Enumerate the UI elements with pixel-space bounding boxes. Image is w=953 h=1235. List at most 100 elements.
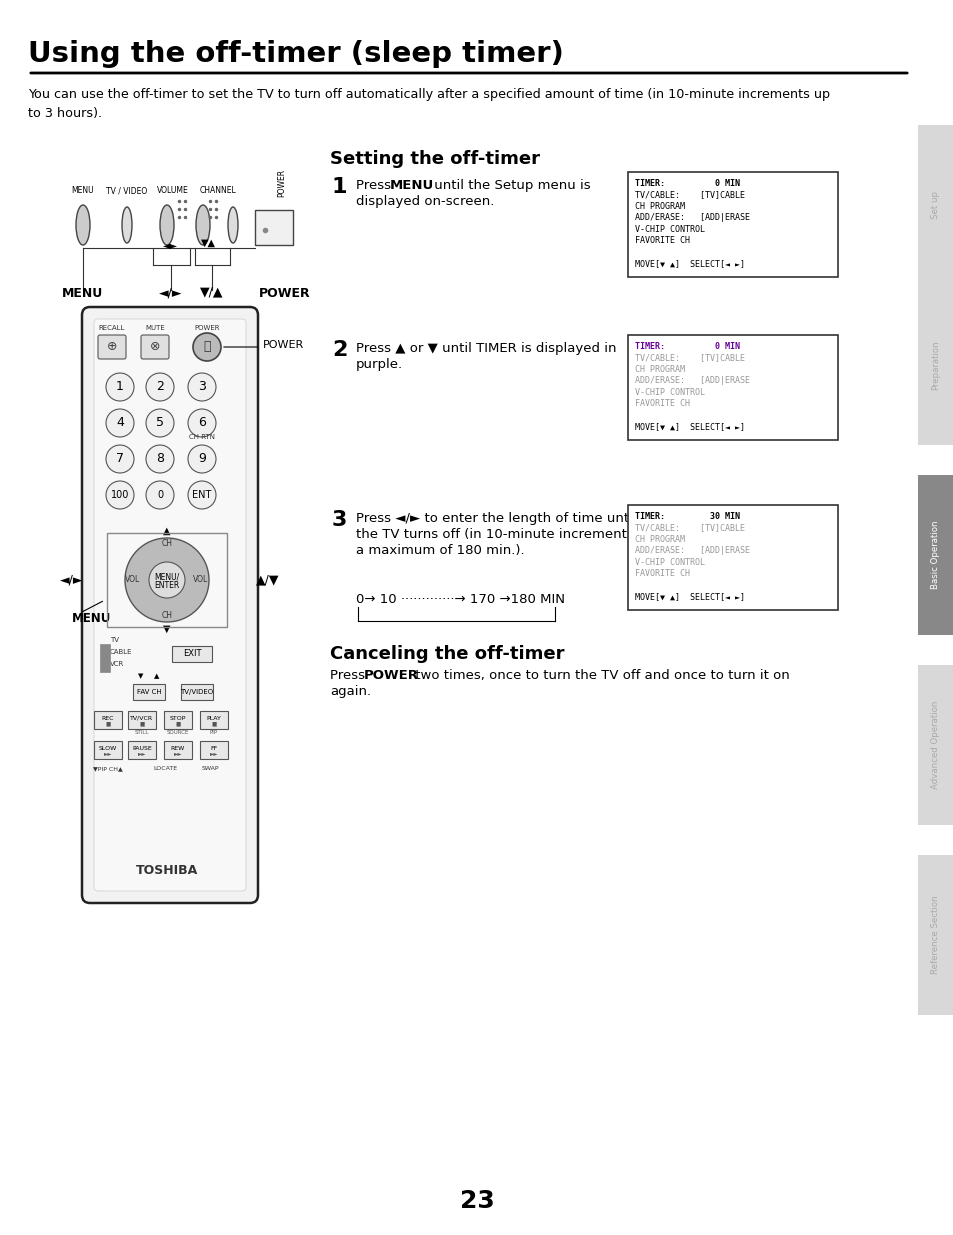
Text: TIMER:         30 MIN: TIMER: 30 MIN: [635, 513, 740, 521]
Text: Using the off-timer (sleep timer): Using the off-timer (sleep timer): [28, 40, 563, 68]
Text: FAV CH: FAV CH: [136, 689, 161, 695]
Text: ■: ■: [139, 721, 145, 726]
Ellipse shape: [76, 205, 90, 245]
Text: Press ▲ or ▼ until TIMER is displayed in: Press ▲ or ▼ until TIMER is displayed in: [355, 342, 616, 354]
Bar: [917, 475, 953, 635]
Text: ⏻: ⏻: [203, 341, 211, 353]
Text: ◄►: ◄►: [162, 240, 177, 249]
Text: EXIT: EXIT: [183, 650, 201, 658]
Text: ⊕: ⊕: [107, 341, 117, 353]
Bar: [94, 711, 122, 729]
Circle shape: [106, 373, 133, 401]
Text: FF: FF: [211, 746, 217, 751]
Text: 1: 1: [116, 380, 124, 394]
Text: 23: 23: [459, 1189, 494, 1213]
Text: POWER: POWER: [364, 669, 418, 682]
Text: MENU/: MENU/: [154, 573, 179, 582]
Text: CH PROGRAM: CH PROGRAM: [635, 364, 684, 374]
Text: Basic Operation: Basic Operation: [930, 521, 940, 589]
Text: MENU: MENU: [390, 179, 434, 191]
Text: 5: 5: [156, 416, 164, 430]
Text: V-CHIP CONTROL: V-CHIP CONTROL: [635, 388, 704, 396]
Text: 3: 3: [198, 380, 206, 394]
Text: ▼PIP CH▲: ▼PIP CH▲: [93, 766, 123, 771]
Text: POWER: POWER: [194, 325, 219, 331]
Text: VOL: VOL: [125, 576, 140, 584]
Text: VCR: VCR: [110, 661, 124, 667]
Text: RECALL: RECALL: [99, 325, 125, 331]
Text: You can use the off-timer to set the TV to turn off automatically after a specif: You can use the off-timer to set the TV …: [28, 88, 829, 120]
Circle shape: [146, 480, 173, 509]
Bar: [107, 534, 227, 627]
Text: POWER: POWER: [277, 169, 286, 198]
Bar: [917, 664, 953, 825]
Text: a maximum of 180 min.).: a maximum of 180 min.).: [355, 543, 524, 557]
Ellipse shape: [160, 205, 173, 245]
Circle shape: [193, 333, 221, 361]
Text: PLAY: PLAY: [207, 715, 221, 720]
Text: ADD/ERASE:   [ADD|ERASE: ADD/ERASE: [ADD|ERASE: [635, 546, 749, 556]
Text: MENU: MENU: [62, 287, 104, 300]
Text: POWER: POWER: [263, 340, 304, 350]
Text: FAVORITE CH: FAVORITE CH: [635, 569, 689, 578]
Text: CH RTN: CH RTN: [189, 433, 214, 440]
Bar: [254, 210, 293, 245]
Bar: [181, 684, 213, 700]
Text: ■: ■: [105, 721, 111, 726]
Ellipse shape: [195, 205, 210, 245]
Text: VOL: VOL: [193, 576, 209, 584]
Ellipse shape: [228, 207, 237, 243]
Text: V-CHIP CONTROL: V-CHIP CONTROL: [635, 557, 704, 567]
Text: 0: 0: [157, 490, 163, 500]
Text: displayed on-screen.: displayed on-screen.: [355, 195, 494, 207]
Circle shape: [125, 538, 209, 622]
Text: ▼: ▼: [163, 624, 171, 634]
Text: Press: Press: [330, 669, 369, 682]
Circle shape: [146, 373, 173, 401]
Text: POWER: POWER: [259, 287, 311, 300]
Text: FAVORITE CH: FAVORITE CH: [635, 399, 689, 408]
Text: V-CHIP CONTROL: V-CHIP CONTROL: [635, 225, 704, 233]
Bar: [917, 285, 953, 445]
Text: ▲: ▲: [154, 673, 159, 679]
Text: ■: ■: [212, 721, 216, 726]
Text: TV/CABLE:    [TV]CABLE: TV/CABLE: [TV]CABLE: [635, 190, 744, 199]
Bar: [627, 172, 837, 277]
Bar: [128, 741, 156, 760]
Bar: [917, 125, 953, 285]
Text: ▼▲: ▼▲: [200, 238, 215, 248]
Text: TV/CABLE:    [TV]CABLE: TV/CABLE: [TV]CABLE: [635, 524, 744, 532]
Circle shape: [149, 562, 185, 598]
Text: ▼/▲: ▼/▲: [200, 285, 224, 298]
Text: CH: CH: [161, 611, 172, 620]
Bar: [164, 711, 192, 729]
FancyBboxPatch shape: [98, 335, 126, 359]
Text: the TV turns off (in 10-minute increments to: the TV turns off (in 10-minute increment…: [355, 529, 651, 541]
Text: 1: 1: [332, 177, 347, 198]
FancyBboxPatch shape: [94, 319, 246, 890]
Text: ENTER: ENTER: [154, 580, 179, 589]
Text: CABLE: CABLE: [110, 650, 132, 655]
Text: REW: REW: [171, 746, 185, 751]
FancyBboxPatch shape: [141, 335, 169, 359]
Text: Preparation: Preparation: [930, 340, 940, 390]
Text: 9: 9: [198, 452, 206, 466]
Circle shape: [188, 409, 215, 437]
Text: TV: TV: [110, 637, 119, 643]
Text: STOP: STOP: [170, 715, 186, 720]
Bar: [200, 741, 228, 760]
Text: 7: 7: [116, 452, 124, 466]
Text: FAVORITE CH: FAVORITE CH: [635, 236, 689, 245]
Bar: [627, 335, 837, 440]
Text: MOVE[▼ ▲]  SELECT[◄ ►]: MOVE[▼ ▲] SELECT[◄ ►]: [635, 258, 744, 268]
Text: PAUSE: PAUSE: [132, 746, 152, 751]
Text: CHANNEL: CHANNEL: [199, 186, 236, 195]
Text: TV/VIDEO: TV/VIDEO: [180, 689, 213, 695]
Circle shape: [106, 480, 133, 509]
Text: REC: REC: [102, 715, 114, 720]
Text: ►►: ►►: [137, 752, 146, 757]
Text: TV/VCR: TV/VCR: [131, 715, 153, 720]
Text: TIMER:          0 MIN: TIMER: 0 MIN: [635, 342, 740, 351]
Text: Set up: Set up: [930, 191, 940, 219]
Text: ◄/►: ◄/►: [159, 287, 183, 300]
